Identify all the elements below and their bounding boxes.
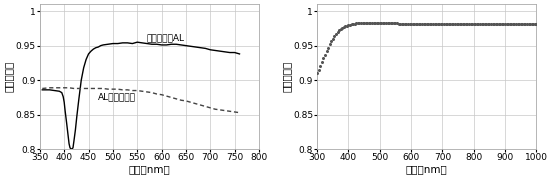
X-axis label: 波長（nm）: 波長（nm） (129, 164, 171, 174)
X-axis label: 波長（nm）: 波長（nm） (406, 164, 448, 174)
Text: AL蔣着ミラー: AL蔣着ミラー (98, 93, 136, 101)
Y-axis label: 分光反射率: 分光反射率 (282, 61, 291, 92)
Y-axis label: 分光反射率: 分光反射率 (4, 61, 14, 92)
Text: 高反射処理AL: 高反射処理AL (147, 34, 185, 43)
